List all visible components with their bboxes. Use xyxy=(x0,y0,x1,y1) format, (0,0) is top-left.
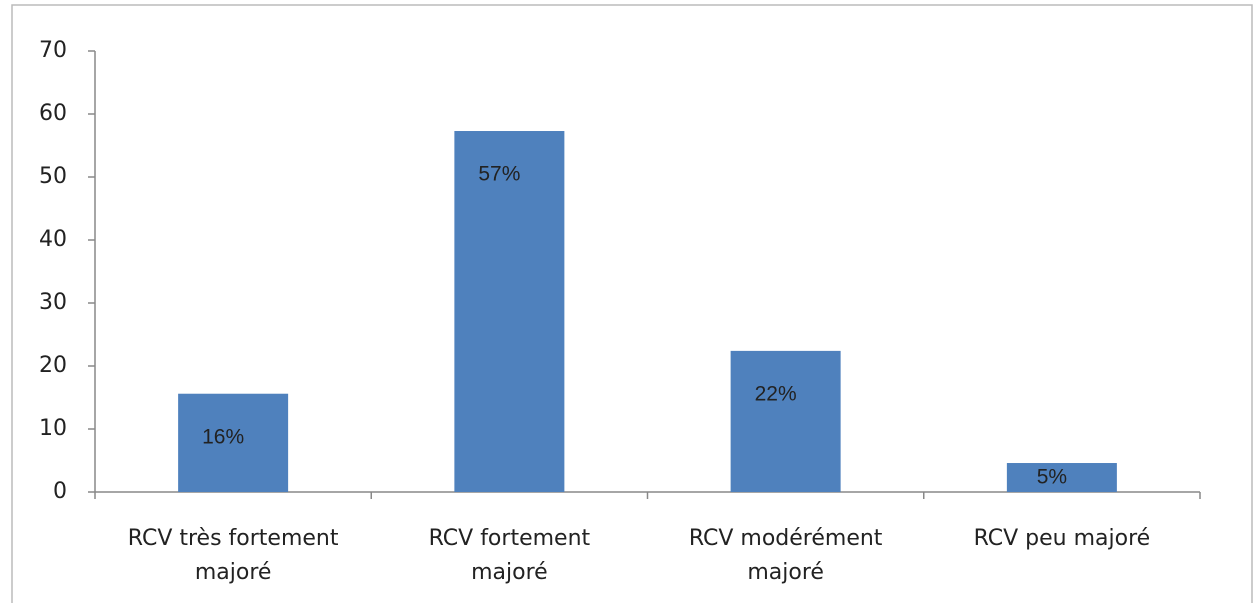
bar xyxy=(454,131,565,492)
frame-border xyxy=(11,4,1253,603)
y-tick-label: 50 xyxy=(39,164,67,189)
bar xyxy=(178,393,289,492)
y-tick-label: 70 xyxy=(39,38,67,63)
value-label: 16% xyxy=(202,425,244,448)
y-tick-label: 10 xyxy=(39,416,67,441)
value-label: 57% xyxy=(478,163,520,186)
bar xyxy=(1006,463,1117,492)
value-label: 22% xyxy=(755,382,797,405)
y-tick-label: 20 xyxy=(39,353,67,378)
x-tick-label: RCV peu majoré xyxy=(973,526,1151,551)
y-tick-label: 60 xyxy=(39,101,67,126)
x-tick-label: RCV fortement majoré xyxy=(428,526,591,585)
bar xyxy=(730,350,841,492)
y-tick-label: 0 xyxy=(53,479,67,504)
x-tick-label: RCV très fortement majoré xyxy=(127,526,339,585)
y-tick-label: 30 xyxy=(39,290,67,315)
y-tick-label: 40 xyxy=(39,227,67,252)
value-label: 5% xyxy=(1037,466,1067,489)
x-tick-label: RCV modérément majoré xyxy=(688,526,883,585)
